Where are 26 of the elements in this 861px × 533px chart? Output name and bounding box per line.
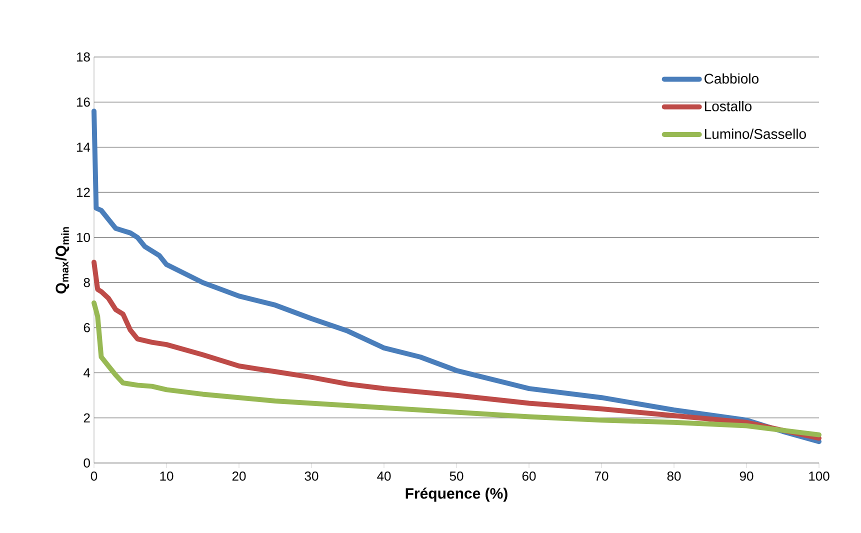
- y-tick-label: 0: [84, 458, 90, 468]
- y-tick-label: 10: [77, 232, 90, 242]
- y-tick-label: 14: [77, 142, 90, 152]
- x-tick-label: 40: [377, 472, 391, 481]
- legend-label: Cabbiolo: [704, 73, 758, 84]
- legend-label: Lostallo: [704, 101, 752, 112]
- x-tick-label: 100: [809, 472, 830, 481]
- x-tick-label: 50: [450, 472, 464, 481]
- y-tick-label: 2: [84, 413, 90, 422]
- x-tick-label: 90: [740, 472, 754, 481]
- legend-label: Lumino/Sassello: [704, 128, 806, 139]
- x-axis-title: Fréquence (%): [406, 488, 508, 502]
- y-tick-label: 4: [84, 368, 90, 378]
- y-tick-label: 8: [84, 278, 90, 288]
- y-tick-label: 18: [77, 52, 90, 62]
- x-tick-label: 60: [522, 472, 536, 481]
- x-tick-label: 70: [594, 472, 608, 481]
- x-tick-label: 0: [90, 472, 98, 481]
- y-tick-label: 16: [77, 98, 90, 107]
- x-tick-label: 80: [667, 472, 681, 481]
- y-axis-title: Q$_{max}$/Q$_{min}$: [55, 227, 70, 294]
- y-tick-label: 6: [84, 323, 90, 332]
- y-tick-label: 12: [77, 188, 90, 197]
- x-tick-label: 20: [232, 472, 246, 481]
- x-tick-label: 30: [304, 472, 318, 481]
- x-tick-label: 10: [160, 472, 174, 481]
